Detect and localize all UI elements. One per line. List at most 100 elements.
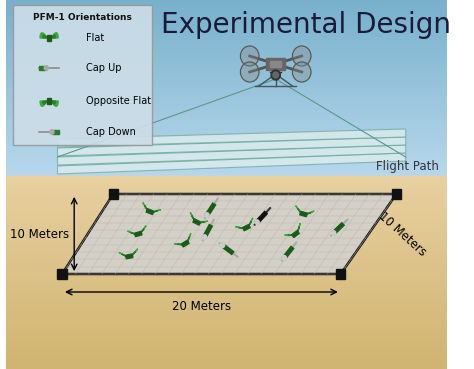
- Text: Experimental Design: Experimental Design: [161, 11, 451, 39]
- Circle shape: [255, 220, 259, 224]
- Polygon shape: [146, 209, 154, 214]
- Polygon shape: [135, 231, 142, 237]
- Bar: [392, 189, 401, 199]
- Bar: [7, 108, 447, 112]
- Polygon shape: [122, 254, 127, 257]
- Circle shape: [44, 66, 48, 70]
- Bar: [7, 155, 447, 159]
- Polygon shape: [143, 203, 148, 211]
- Polygon shape: [297, 227, 300, 233]
- Bar: [7, 240, 447, 244]
- Bar: [7, 2, 447, 6]
- Bar: [7, 11, 447, 15]
- Polygon shape: [248, 221, 252, 227]
- Polygon shape: [128, 231, 136, 235]
- Bar: [7, 34, 447, 38]
- Bar: [7, 195, 447, 200]
- Bar: [7, 23, 447, 27]
- Bar: [7, 304, 447, 308]
- Bar: [7, 282, 447, 286]
- Text: 10 Meters: 10 Meters: [376, 209, 428, 259]
- Bar: [7, 52, 447, 56]
- Bar: [7, 96, 447, 100]
- Bar: [7, 85, 447, 89]
- Circle shape: [271, 70, 280, 80]
- Polygon shape: [292, 231, 299, 238]
- Bar: [7, 189, 447, 193]
- Polygon shape: [199, 222, 205, 223]
- Polygon shape: [51, 35, 55, 38]
- Bar: [7, 314, 447, 318]
- Bar: [7, 346, 447, 350]
- Bar: [7, 8, 447, 12]
- Polygon shape: [40, 101, 47, 106]
- Bar: [7, 365, 447, 369]
- Bar: [7, 25, 447, 30]
- Circle shape: [292, 62, 311, 82]
- Text: 10 Meters: 10 Meters: [10, 228, 70, 241]
- Bar: [7, 246, 447, 251]
- Bar: [7, 79, 447, 83]
- Bar: [7, 330, 447, 334]
- Bar: [7, 161, 447, 165]
- Bar: [7, 167, 447, 171]
- Bar: [7, 349, 447, 353]
- Polygon shape: [145, 206, 148, 211]
- Bar: [7, 288, 447, 292]
- Bar: [7, 294, 447, 299]
- Bar: [7, 135, 447, 139]
- Bar: [109, 189, 118, 199]
- Bar: [7, 259, 447, 263]
- Bar: [7, 234, 447, 238]
- Bar: [7, 99, 447, 103]
- Bar: [7, 14, 447, 18]
- Bar: [7, 93, 447, 97]
- Bar: [7, 114, 447, 118]
- Bar: [7, 20, 447, 24]
- Polygon shape: [297, 223, 300, 233]
- Bar: [7, 105, 447, 109]
- Polygon shape: [40, 33, 47, 38]
- Polygon shape: [296, 206, 301, 213]
- Circle shape: [50, 130, 54, 134]
- Bar: [7, 183, 447, 187]
- Bar: [7, 120, 447, 124]
- Polygon shape: [187, 233, 191, 242]
- Polygon shape: [191, 215, 195, 221]
- Bar: [7, 111, 447, 115]
- Bar: [7, 202, 447, 206]
- Bar: [7, 339, 447, 344]
- Polygon shape: [57, 129, 406, 147]
- Bar: [7, 40, 447, 44]
- Bar: [7, 262, 447, 267]
- Polygon shape: [190, 212, 195, 221]
- Bar: [7, 342, 447, 346]
- Text: 20 Meters: 20 Meters: [172, 300, 231, 313]
- Polygon shape: [236, 227, 245, 228]
- Polygon shape: [131, 249, 138, 256]
- Circle shape: [292, 46, 311, 66]
- Bar: [7, 231, 447, 235]
- Bar: [7, 61, 447, 65]
- Bar: [7, 352, 447, 356]
- Polygon shape: [51, 101, 58, 106]
- Bar: [7, 307, 447, 311]
- Bar: [7, 87, 447, 92]
- Polygon shape: [51, 101, 55, 104]
- Circle shape: [282, 256, 286, 260]
- Bar: [7, 152, 447, 156]
- Bar: [7, 199, 447, 203]
- Bar: [7, 126, 447, 130]
- Polygon shape: [126, 254, 133, 259]
- Bar: [7, 31, 447, 35]
- Polygon shape: [130, 232, 136, 235]
- Bar: [7, 179, 447, 183]
- Polygon shape: [57, 153, 406, 174]
- Bar: [7, 149, 447, 154]
- Bar: [7, 301, 447, 305]
- Bar: [7, 64, 447, 68]
- Bar: [7, 224, 447, 228]
- Bar: [7, 221, 447, 225]
- Circle shape: [332, 231, 336, 235]
- Bar: [7, 82, 447, 86]
